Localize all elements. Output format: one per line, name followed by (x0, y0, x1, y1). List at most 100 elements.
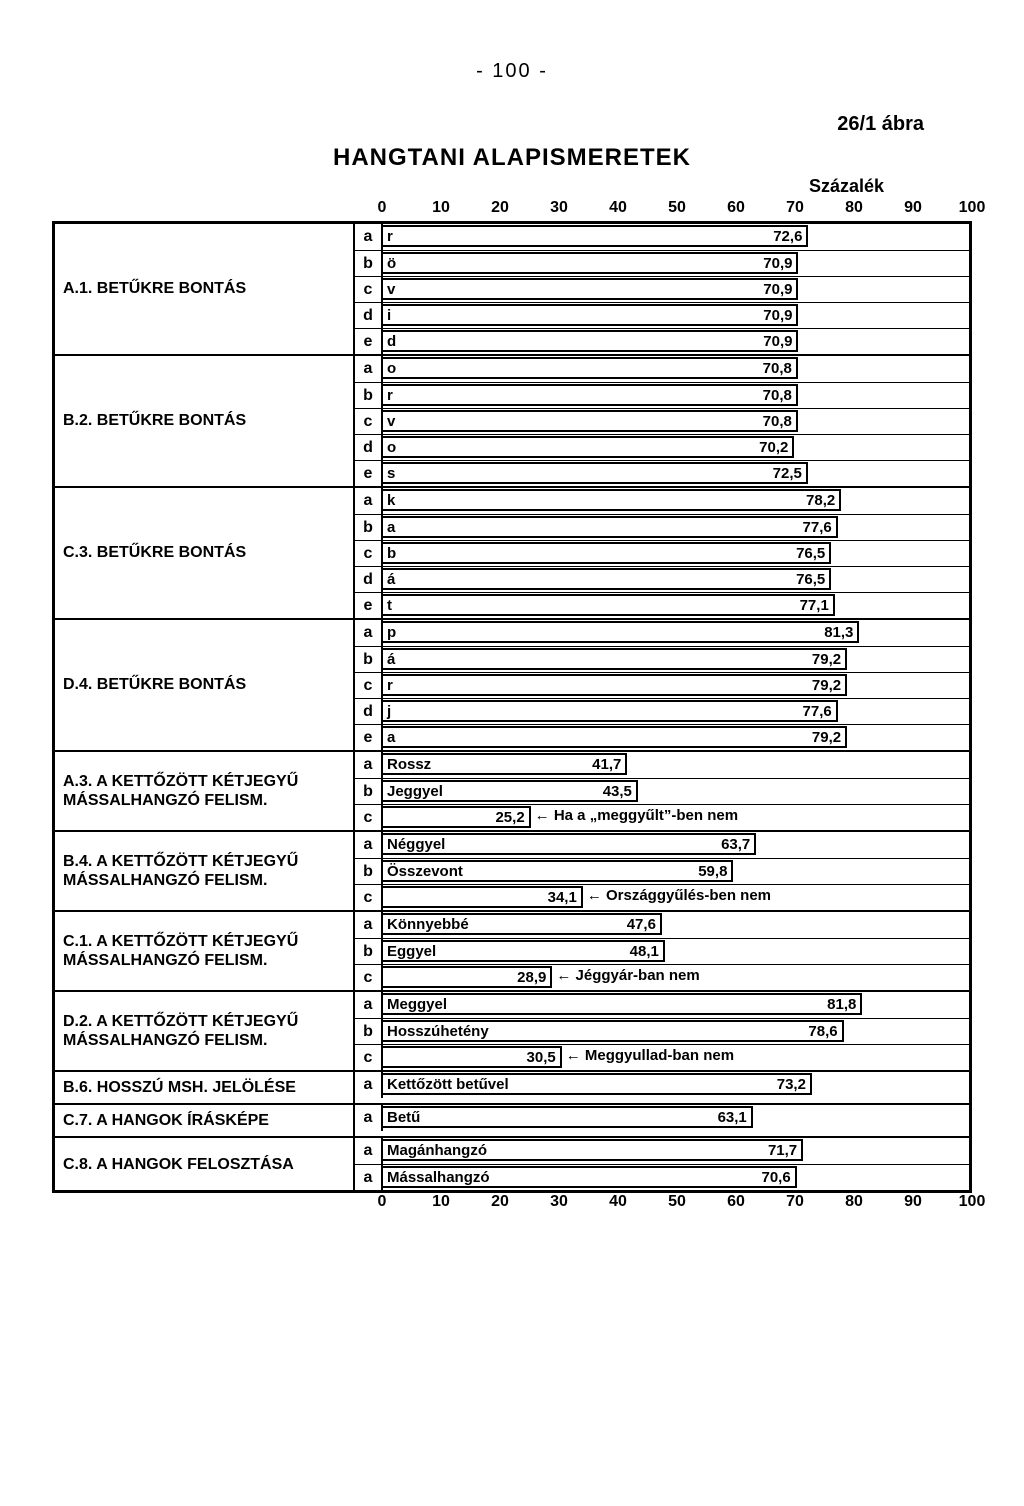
chart-row: ao70,8 (355, 356, 969, 382)
bar-cell: o70,8 (383, 356, 969, 382)
axis-tick: 0 (378, 1193, 387, 1211)
bar-left-label: b (387, 545, 396, 562)
group-label: C.8. A HANGOK FELOSZTÁSA (55, 1138, 355, 1190)
axis-tick: 100 (959, 199, 986, 217)
bar: v70,9 (383, 278, 798, 300)
bar-cell: ö70,9 (383, 251, 969, 276)
bar: á 76,5 (383, 568, 831, 590)
bar-cell: t77,1 (383, 593, 969, 618)
bar: r72,6 (383, 225, 808, 247)
bar-cell: 34,1← Országgyűlés-ben nem (383, 885, 969, 910)
axis-tick: 10 (432, 1193, 450, 1211)
bar-cell: Jeggyel43,5 (383, 779, 969, 804)
bar-cell: Magánhangzó71,7 (383, 1138, 969, 1164)
bar-cell: s72,5 (383, 461, 969, 486)
group-label: C.3. BETŰKRE BONTÁS (55, 488, 355, 618)
row-subletter: b (355, 515, 383, 540)
bar-value: 79,2 (812, 651, 841, 668)
bar-left-label: i (387, 307, 391, 324)
axis-tick: 100 (959, 1193, 986, 1211)
group-label: C.1. A KETTŐZÖTT KÉTJEGYŰ MÁSSALHANGZÓ F… (55, 912, 355, 990)
bar-value: 70,2 (759, 439, 788, 456)
axis-tick: 80 (845, 199, 863, 217)
bar-cell: r72,6 (383, 224, 969, 250)
row-subletter: a (355, 224, 383, 250)
bar: 30,5 (383, 1046, 562, 1068)
chart-row: c25,2← Ha a „meggyűlt”-ben nem (355, 804, 969, 830)
x-axis-top: 0102030405060708090100 (52, 199, 972, 221)
chart-group: B.2. BETŰKRE BONTÁSao70,8br70,8cv70,8do7… (55, 354, 969, 486)
row-subletter: a (355, 620, 383, 646)
bar-cell: b 76,5 (383, 541, 969, 566)
row-subletter: a (355, 1165, 383, 1190)
bar-value: 78,6 (808, 1023, 837, 1040)
bar-value: 70,8 (763, 387, 792, 404)
bar: Eggyel48,1 (383, 940, 665, 962)
bar: Rossz41,7 (383, 753, 627, 775)
row-subletter: c (355, 409, 383, 434)
row-subletter: e (355, 461, 383, 486)
axis-tick: 90 (904, 1193, 922, 1211)
bar: v70,8 (383, 410, 798, 432)
chart-group: C.8. A HANGOK FELOSZTÁSAaMagánhangzó71,7… (55, 1136, 969, 1190)
group-label: C.7. A HANGOK ÍRÁSKÉPE (55, 1105, 355, 1136)
row-subletter: a (355, 992, 383, 1018)
row-subletter: a (355, 1105, 383, 1131)
row-subletter: b (355, 251, 383, 276)
chart-row: c34,1← Országgyűlés-ben nem (355, 884, 969, 910)
bar-left-label: Könnyebbé (387, 916, 469, 933)
axis-tick: 60 (727, 1193, 745, 1211)
bar: Összevont59,8 (383, 860, 733, 882)
bar-value: 76,5 (796, 545, 825, 562)
chart-row: cr79,2 (355, 672, 969, 698)
chart-row: aMássalhangzó70,6 (355, 1164, 969, 1190)
bar: i70,9 (383, 304, 798, 326)
chart-row: c28,9← Jéggyár-ban nem (355, 964, 969, 990)
row-subletter: d (355, 699, 383, 724)
bar: p81,3 (383, 621, 859, 643)
row-subletter: a (355, 912, 383, 938)
bar-value: 70,8 (763, 413, 792, 430)
bar-value: 59,8 (698, 863, 727, 880)
chart-row: dá76,5 (355, 566, 969, 592)
bar-left-label: a (387, 729, 395, 746)
chart-row: ba77,6 (355, 514, 969, 540)
bar-left-label: o (387, 360, 396, 377)
figure-label: 26/1 ábra (40, 113, 984, 136)
chart-row: do70,2 (355, 434, 969, 460)
bar-left-label: a (387, 519, 395, 536)
chart-group: D.4. BETŰKRE BONTÁSap81,3bá79,2cr79,2dj7… (55, 618, 969, 750)
bar-left-label: á (387, 571, 395, 588)
bar-left-label: Kettőzött betűvel (387, 1076, 509, 1093)
bar-value: 70,9 (763, 333, 792, 350)
chart-group: C.3. BETŰKRE BONTÁSak78,2ba77,6cb76,5dá7… (55, 486, 969, 618)
bar-left-label: d (387, 333, 396, 350)
bar-value: 72,5 (773, 465, 802, 482)
bar-value: 76,5 (796, 571, 825, 588)
bar-cell: 25,2← Ha a „meggyűlt”-ben nem (383, 805, 969, 830)
bar-value: 72,6 (773, 228, 802, 245)
bar-value: 78,2 (806, 492, 835, 509)
axis-tick: 50 (668, 1193, 686, 1211)
chart-group: C.1. A KETTŐZÖTT KÉTJEGYŰ MÁSSALHANGZÓ F… (55, 910, 969, 990)
bar-left-label: Hosszúhetény (387, 1023, 489, 1040)
bar: 34,1 (383, 886, 583, 908)
chart-row: cv70,8 (355, 408, 969, 434)
bar-left-label: Eggyel (387, 943, 436, 960)
row-subletter: c (355, 541, 383, 566)
bar-cell: Meggyel81,8 (383, 992, 969, 1018)
bar: r79,2 (383, 674, 847, 696)
bar-cell: i70,9 (383, 303, 969, 328)
row-subletter: d (355, 435, 383, 460)
chart-row: aKettőzött betűvel73,2 (355, 1072, 969, 1098)
row-subletter: b (355, 1019, 383, 1044)
row-subletter: b (355, 939, 383, 964)
bar-value: 73,2 (777, 1076, 806, 1093)
row-subletter: b (355, 383, 383, 408)
chart-row: bJeggyel43,5 (355, 778, 969, 804)
bar-cell: Rossz41,7 (383, 752, 969, 778)
bar: Meggyel81,8 (383, 993, 862, 1015)
row-subletter: c (355, 673, 383, 698)
bar-note: ← Meggyullad-ban nem (566, 1047, 734, 1064)
bar-left-label: k (387, 492, 395, 509)
